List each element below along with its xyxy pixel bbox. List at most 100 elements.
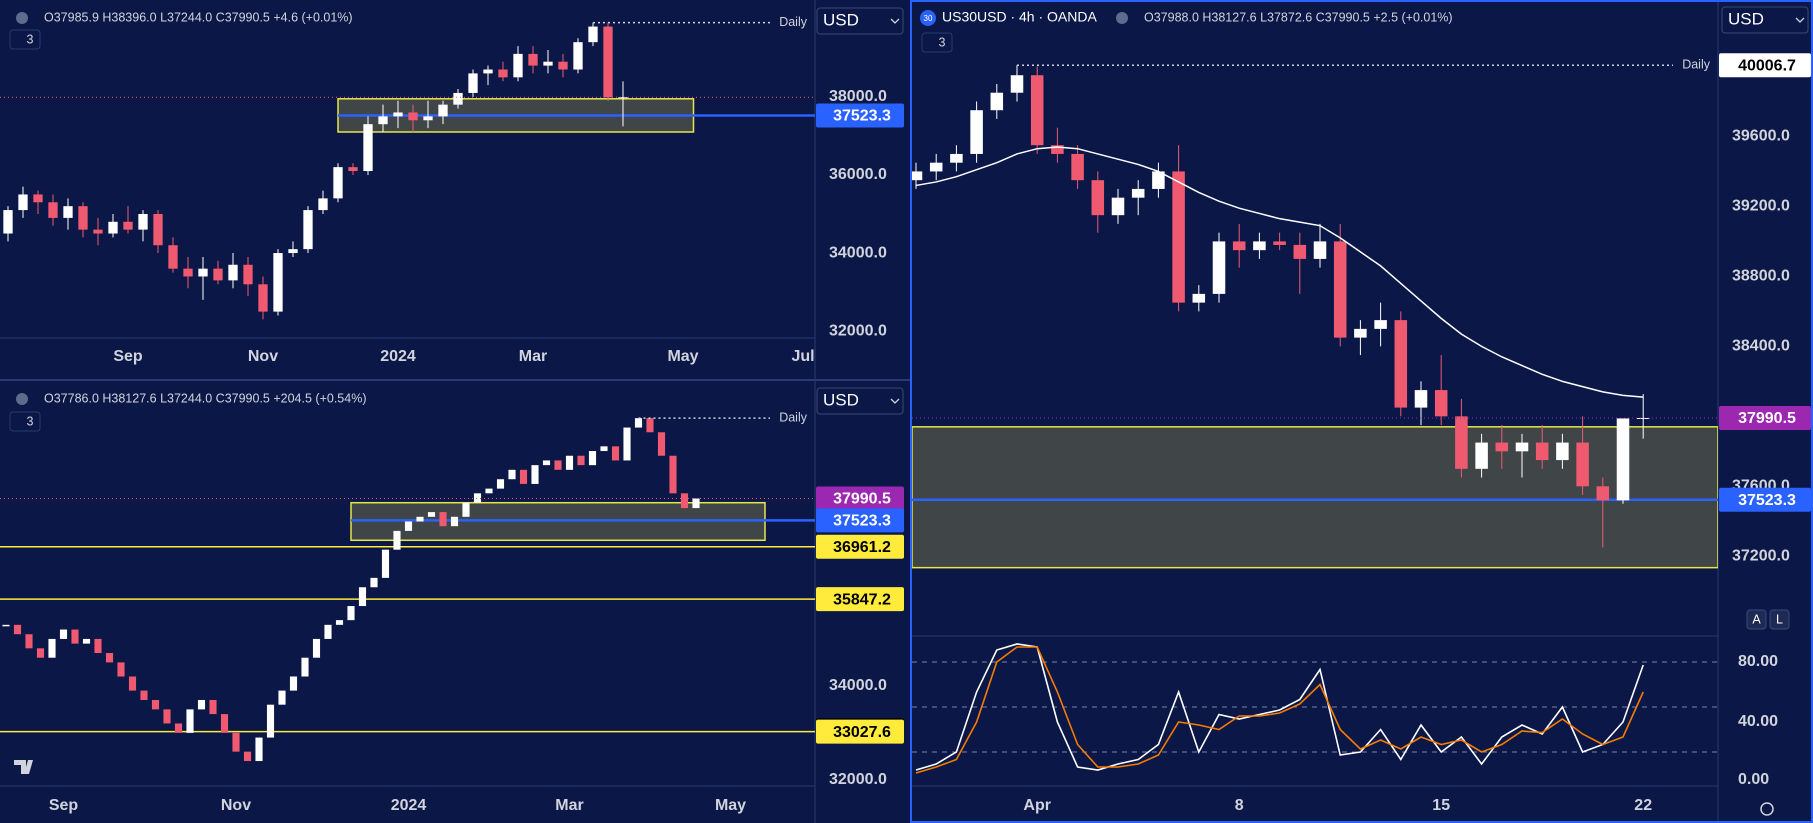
candle-body <box>13 624 22 635</box>
candle-body <box>623 427 631 461</box>
candle-body <box>468 73 478 93</box>
candle-body <box>600 446 608 452</box>
candle-body <box>347 606 355 621</box>
price-label: 37523.3 <box>833 108 891 125</box>
visibility-toggle[interactable] <box>16 393 28 405</box>
interval-badge-label: 3 <box>27 32 34 46</box>
interval-badge-label: 3 <box>27 414 34 428</box>
candle-body <box>1232 241 1246 251</box>
price-label-box <box>816 103 904 128</box>
candle-body <box>1455 416 1468 469</box>
interval-badge[interactable] <box>9 29 41 50</box>
candle-body <box>255 737 263 762</box>
candle-body <box>63 206 73 218</box>
currency-dropdown[interactable] <box>1721 6 1809 34</box>
candle-body <box>1293 244 1307 259</box>
price-label: 37990.5 <box>1738 410 1796 427</box>
active-panel-border <box>910 0 1813 823</box>
scale-button[interactable] <box>1769 609 1790 630</box>
visibility-toggle[interactable] <box>1116 12 1128 24</box>
candle-body <box>168 245 178 269</box>
y-tick-label: 40.00 <box>1738 713 1778 730</box>
candle-body <box>138 213 148 230</box>
candle-body <box>36 648 45 658</box>
interval-badge[interactable] <box>921 32 953 53</box>
candle-body <box>370 577 378 588</box>
ohlc-header: O37988.0 H38127.6 L37872.6 C37990.5 +2.5… <box>1144 10 1453 24</box>
x-tick-label: 2024 <box>380 348 416 365</box>
x-tick-label: Mar <box>555 797 583 814</box>
candle-body <box>105 653 114 663</box>
candle-body <box>519 469 528 484</box>
candle-body <box>273 253 283 312</box>
y-tick-label: 80.00 <box>1738 653 1778 670</box>
candle-body <box>1212 241 1226 294</box>
candle-body <box>438 104 448 117</box>
candle-body <box>278 690 286 705</box>
y-tick-label: 37200.0 <box>1732 547 1790 564</box>
visibility-toggle[interactable] <box>16 12 28 24</box>
price-label-box <box>816 587 904 612</box>
candle-body <box>1414 390 1428 408</box>
candle-body <box>358 587 367 607</box>
candle-body <box>618 97 628 99</box>
candle-body <box>209 699 217 715</box>
candle-body <box>140 690 148 700</box>
candle-body <box>318 198 328 211</box>
price-axis <box>816 0 910 337</box>
price-label: 36961.2 <box>833 539 891 556</box>
candle-body <box>1111 197 1125 216</box>
candle-body <box>324 624 332 639</box>
candle-body <box>213 268 223 281</box>
candle-body <box>1515 442 1529 452</box>
logo <box>14 760 33 774</box>
candle-body <box>333 167 343 199</box>
candle-body <box>439 512 447 527</box>
price-axis <box>816 382 910 785</box>
candle-body <box>348 167 358 172</box>
candle-body <box>423 116 433 121</box>
candle-body <box>186 709 194 733</box>
candle-body <box>912 171 923 181</box>
candle-body <box>588 451 597 466</box>
candle-body <box>1071 153 1084 181</box>
candle-body <box>1030 75 1044 146</box>
x-tick-label: May <box>667 348 698 365</box>
currency-dropdown[interactable] <box>816 7 904 35</box>
candle-body <box>970 110 983 154</box>
candle-body <box>483 69 493 74</box>
price-label: 37523.3 <box>1738 492 1796 509</box>
candle-body <box>528 53 538 66</box>
candle-body <box>71 629 79 644</box>
settings-icon[interactable] <box>1760 802 1774 816</box>
high-line-label: Daily <box>779 15 808 29</box>
candle-body <box>393 112 403 117</box>
candle-body <box>1192 293 1206 303</box>
x-tick-label: Sep <box>49 797 79 814</box>
currency-dropdown[interactable] <box>816 387 904 415</box>
candle-body <box>1091 180 1105 216</box>
candle-body <box>220 714 229 733</box>
candle-body <box>378 116 388 125</box>
scale-button[interactable] <box>1746 609 1767 630</box>
y-tick-label: 38800.0 <box>1732 268 1790 285</box>
candle-body <box>950 153 963 163</box>
candle-body <box>680 493 689 509</box>
x-tick-label: 22 <box>1634 797 1652 814</box>
candle-body <box>1253 241 1266 251</box>
ohlc-header: O37985.9 H38396.0 L37244.0 C37990.5 +4.6… <box>44 10 353 24</box>
x-tick-label: Nov <box>248 348 278 365</box>
price-label-box <box>1719 405 1811 430</box>
price-label-box <box>816 719 904 744</box>
candle-body <box>335 620 344 625</box>
candle-body <box>427 512 436 517</box>
candle-body <box>243 264 253 285</box>
candle-body <box>603 26 613 98</box>
y-tick-label: 34000.0 <box>829 677 887 694</box>
interval-badge[interactable] <box>9 411 41 432</box>
candle-body <box>288 249 298 254</box>
x-tick-label: 8 <box>1235 797 1244 814</box>
candle-body <box>232 732 240 752</box>
candle-body <box>508 469 516 480</box>
